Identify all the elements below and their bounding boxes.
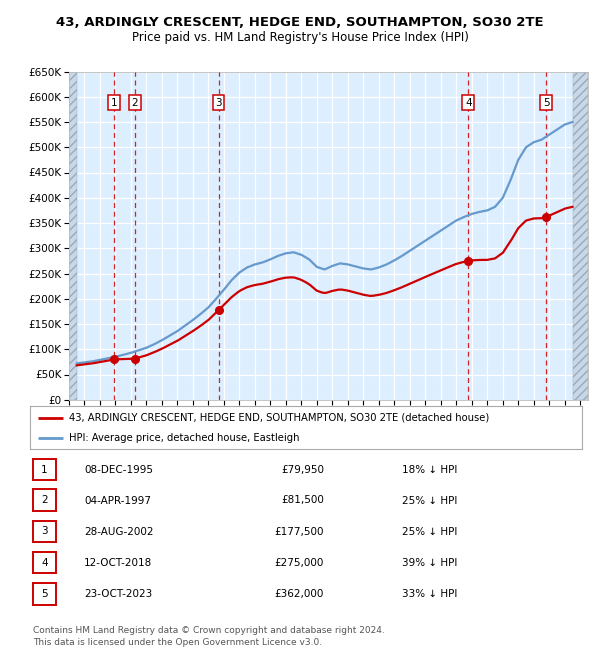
Text: 28-AUG-2002: 28-AUG-2002 (84, 526, 154, 537)
Text: Price paid vs. HM Land Registry's House Price Index (HPI): Price paid vs. HM Land Registry's House … (131, 31, 469, 44)
Text: 18% ↓ HPI: 18% ↓ HPI (402, 465, 457, 475)
Text: 08-DEC-1995: 08-DEC-1995 (84, 465, 153, 475)
Text: HPI: Average price, detached house, Eastleigh: HPI: Average price, detached house, East… (68, 433, 299, 443)
Text: 39% ↓ HPI: 39% ↓ HPI (402, 558, 457, 568)
Text: 1: 1 (41, 465, 48, 474)
Text: £275,000: £275,000 (275, 558, 324, 568)
Text: 3: 3 (215, 98, 222, 108)
Text: 4: 4 (41, 558, 48, 567)
Text: 4: 4 (465, 98, 472, 108)
Text: 25% ↓ HPI: 25% ↓ HPI (402, 495, 457, 506)
Text: 33% ↓ HPI: 33% ↓ HPI (402, 589, 457, 599)
Text: £81,500: £81,500 (281, 495, 324, 506)
Text: 2: 2 (131, 98, 138, 108)
Text: £177,500: £177,500 (275, 526, 324, 537)
Text: 2: 2 (41, 495, 48, 505)
Text: £79,950: £79,950 (281, 465, 324, 475)
Text: 5: 5 (543, 98, 550, 108)
Text: 43, ARDINGLY CRESCENT, HEDGE END, SOUTHAMPTON, SO30 2TE: 43, ARDINGLY CRESCENT, HEDGE END, SOUTHA… (56, 16, 544, 29)
Text: Contains HM Land Registry data © Crown copyright and database right 2024.
This d: Contains HM Land Registry data © Crown c… (33, 626, 385, 647)
Text: 23-OCT-2023: 23-OCT-2023 (84, 589, 152, 599)
Text: £362,000: £362,000 (275, 589, 324, 599)
Text: 12-OCT-2018: 12-OCT-2018 (84, 558, 152, 568)
Text: 1: 1 (111, 98, 118, 108)
Text: 43, ARDINGLY CRESCENT, HEDGE END, SOUTHAMPTON, SO30 2TE (detached house): 43, ARDINGLY CRESCENT, HEDGE END, SOUTHA… (68, 413, 489, 422)
Text: 04-APR-1997: 04-APR-1997 (84, 495, 151, 506)
Text: 25% ↓ HPI: 25% ↓ HPI (402, 526, 457, 537)
Text: 5: 5 (41, 589, 48, 599)
Text: 3: 3 (41, 526, 48, 536)
